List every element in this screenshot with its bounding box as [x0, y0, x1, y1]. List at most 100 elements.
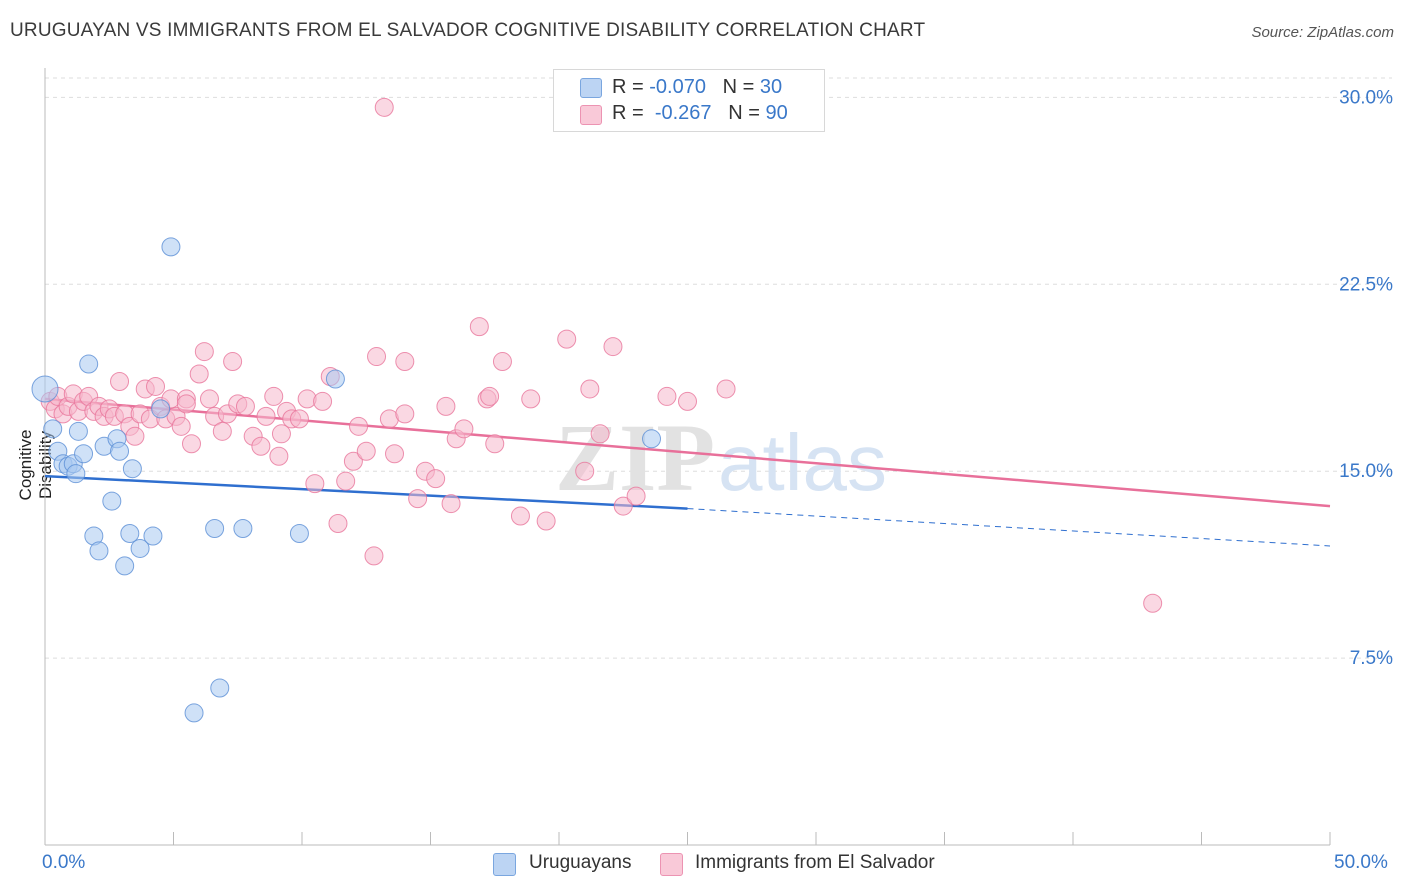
correlation-legend: R = -0.070 N = 30 R = -0.267 N = 90	[553, 69, 825, 132]
point-el-salvador-86	[575, 461, 595, 481]
point-el-salvador-78	[626, 486, 646, 506]
point-uruguayans-22	[161, 237, 181, 257]
point-el-salvador-17	[125, 426, 145, 446]
point-uruguayans-15	[110, 441, 130, 461]
point-el-salvador-45	[289, 409, 309, 429]
point-uruguayans-21	[151, 399, 171, 419]
point-el-salvador-72	[536, 511, 556, 531]
point-el-salvador-30	[194, 342, 214, 362]
point-el-salvador-85	[480, 386, 500, 406]
point-uruguayans-20	[143, 526, 163, 546]
point-uruguayans-7	[68, 421, 88, 441]
point-el-salvador-26	[171, 416, 191, 436]
point-el-salvador-88	[364, 546, 384, 566]
point-el-salvador-28	[181, 434, 201, 454]
point-el-salvador-73	[557, 329, 577, 349]
point-uruguayans-23	[184, 703, 204, 723]
point-el-salvador-69	[492, 352, 512, 372]
r-label: R =	[612, 76, 650, 98]
point-el-salvador-77	[613, 496, 633, 516]
y-tick-labels: 7.5% 15.0% 22.5% 30.0%	[1339, 87, 1393, 669]
point-el-salvador-60	[408, 489, 428, 509]
bottom-legend-label-uruguayans: Uruguayans	[529, 852, 632, 873]
point-el-salvador-89	[176, 394, 196, 414]
r-value: -0.267	[654, 102, 712, 124]
point-uruguayans-1	[43, 419, 63, 439]
point-el-salvador-81	[716, 379, 736, 399]
chart-title: URUGUAYAN VS IMMIGRANTS FROM EL SALVADOR…	[10, 20, 926, 41]
point-el-salvador-74	[580, 379, 600, 399]
bottom-legend-swatch-uruguayans	[493, 853, 516, 876]
point-el-salvador-83	[395, 404, 415, 424]
y-tick-label-2: 22.5%	[1339, 274, 1393, 295]
legend-row-uruguayans: R = -0.070 N = 30	[612, 76, 782, 99]
point-el-salvador-50	[328, 514, 348, 534]
n-label: N =	[722, 76, 760, 98]
n-value: 90	[765, 102, 788, 124]
point-el-salvador-55	[367, 347, 387, 367]
point-el-salvador-52	[343, 451, 363, 471]
point-el-salvador-79	[657, 386, 677, 406]
point-uruguayans-6	[66, 464, 86, 484]
point-el-salvador-56	[374, 97, 394, 117]
point-el-salvador-87	[271, 424, 291, 444]
r-value: -0.070	[649, 76, 706, 98]
point-el-salvador-29	[189, 364, 209, 384]
point-el-salvador-82	[1143, 593, 1163, 613]
n-label: N =	[728, 102, 766, 124]
r-label: R =	[612, 102, 650, 124]
point-el-salvador-80	[678, 391, 697, 411]
point-uruguayans-26	[233, 519, 253, 539]
point-uruguayans-25	[210, 678, 230, 698]
point-el-salvador-33	[212, 421, 232, 441]
point-el-salvador-51	[336, 471, 356, 491]
x-tick-label-min: 0.0%	[42, 852, 86, 873]
point-uruguayans-8	[74, 444, 94, 464]
point-el-salvador-54	[356, 441, 376, 461]
point-el-salvador-53	[349, 416, 369, 436]
point-el-salvador-58	[385, 444, 405, 464]
point-el-salvador-40	[256, 406, 276, 426]
axes	[44, 68, 1331, 846]
point-uruguayans-19	[130, 538, 150, 558]
point-el-salvador-68	[485, 434, 505, 454]
y-tick-label-0: 7.5%	[1350, 648, 1393, 669]
point-el-salvador-48	[313, 391, 333, 411]
point-el-salvador-71	[521, 389, 541, 409]
point-el-salvador-47	[305, 474, 325, 494]
point-uruguayans-28	[325, 369, 345, 389]
y-tick-label-1: 15.0%	[1339, 461, 1393, 482]
point-el-salvador-65	[454, 419, 474, 439]
gridlines	[45, 77, 1392, 659]
point-el-salvador-14	[110, 371, 130, 391]
point-el-salvador-84	[441, 494, 461, 514]
n-value: 30	[759, 76, 783, 98]
x-tick-label-max: 50.0%	[1334, 852, 1388, 873]
watermark: ZIP atlas	[555, 404, 887, 511]
point-uruguayans-0	[31, 375, 59, 403]
point-el-salvador-21	[146, 376, 166, 396]
point-uruguayans-9	[79, 354, 99, 374]
legend-swatch-el-salvador	[580, 105, 602, 125]
point-el-salvador-42	[269, 446, 289, 466]
point-uruguayans-24	[205, 519, 225, 539]
y-tick-label-3: 30.0%	[1339, 87, 1393, 108]
bottom-legend-label-el-salvador: Immigrants from El Salvador	[695, 852, 935, 873]
bottom-legend-swatch-el-salvador	[660, 853, 683, 876]
point-el-salvador-76	[603, 337, 623, 357]
point-uruguayans-18	[122, 459, 142, 479]
point-el-salvador-59	[395, 352, 415, 372]
point-uruguayans-16	[115, 556, 135, 576]
point-el-salvador-37	[235, 396, 255, 416]
data-points	[31, 97, 1163, 723]
point-el-salvador-75	[590, 424, 610, 444]
point-uruguayans-17	[120, 523, 140, 543]
point-el-salvador-41	[264, 386, 284, 406]
source-note: Source: ZipAtlas.com	[1251, 24, 1394, 41]
point-el-salvador-62	[426, 469, 446, 489]
point-uruguayans-27	[289, 523, 309, 543]
point-el-salvador-66	[469, 317, 489, 337]
point-uruguayans-29	[642, 429, 662, 449]
point-el-salvador-63	[436, 396, 456, 416]
